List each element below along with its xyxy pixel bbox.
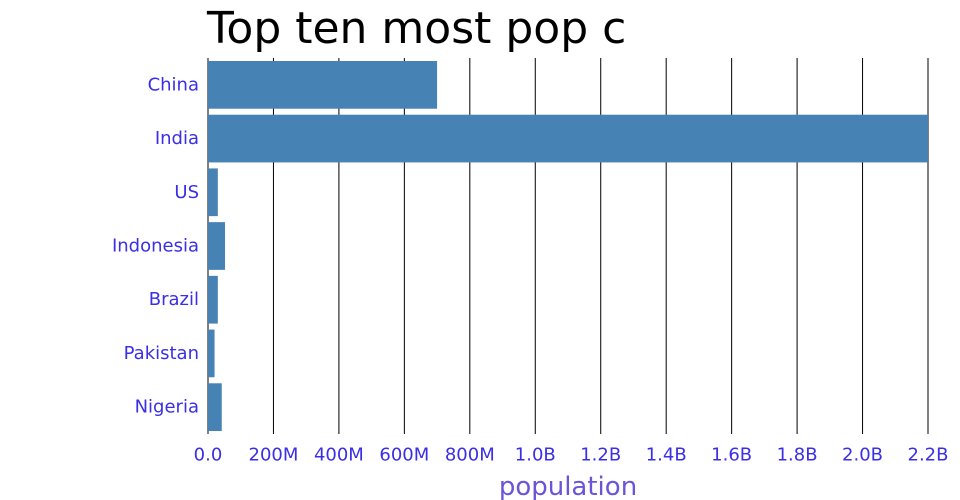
x-tick-label: 200M [249,445,299,466]
x-tick-label: 0.0 [194,445,223,466]
bar-pakistan [208,329,215,378]
chart-title: Top ten most pop c [207,3,627,54]
category-label-brazil: Brazil [149,289,199,310]
bar-china [208,61,438,109]
category-label-pakistan: Pakistan [124,343,199,364]
x-tick-label: 400M [314,445,364,466]
category-label-china: China [148,74,199,95]
bar-us [208,168,218,217]
x-tick-label: 1.8B [777,445,818,466]
x-tick-label: 800M [445,445,495,466]
bar-nigeria [208,383,222,431]
bar-indonesia [208,222,226,270]
category-label-indonesia: Indonesia [112,236,199,257]
x-tick-label: 1.2B [580,445,621,466]
bar-india [208,114,928,163]
x-tick-label: 1.6B [711,445,752,466]
category-label-nigeria: Nigeria [135,397,199,418]
bar-brazil [208,275,218,324]
x-tick-label: 2.2B [908,445,949,466]
x-tick-label: 1.0B [515,445,556,466]
x-tick-label: 600M [379,445,429,466]
category-label-us: US [174,182,199,203]
x-tick-label: 1.4B [646,445,687,466]
x-tick-label: 2.0B [842,445,883,466]
x-axis-title: population [499,472,637,500]
category-label-india: India [155,128,199,149]
